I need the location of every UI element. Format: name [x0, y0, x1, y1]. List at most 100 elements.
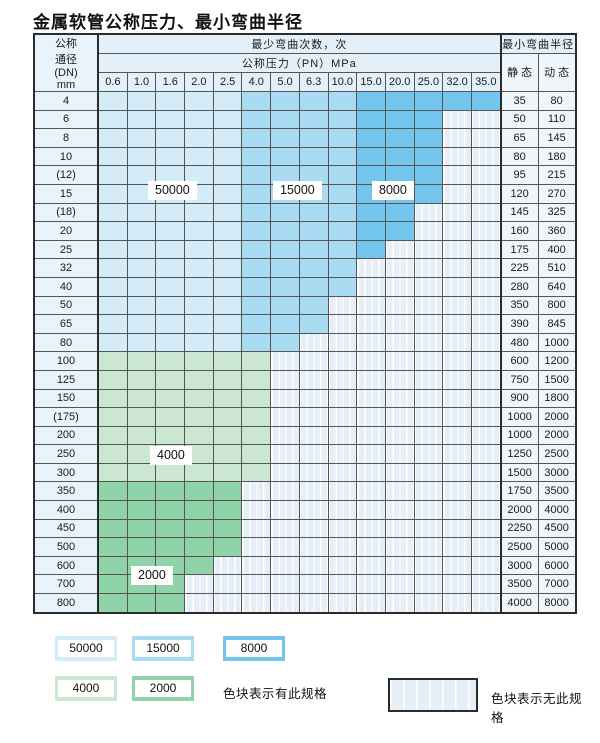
cycle-cell-6.3 [298, 276, 329, 297]
cycle-cell-2.0 [184, 295, 214, 316]
table-head: 公称 通径 (DN) mm 最少弯曲次数，次 最小弯曲半径 公称压力（PN）MP… [33, 33, 577, 93]
cycle-cell-5.0 [270, 314, 300, 334]
cycle-cell-1.0 [126, 314, 157, 334]
cycle-cell-2.0 [184, 239, 214, 260]
cycle-cell-25.0 [413, 593, 444, 614]
cycle-cell-35.0 [470, 146, 502, 167]
legend-swatch-4000: 4000 [55, 676, 117, 701]
cycle-cell-4.0 [241, 518, 272, 539]
cycle-cell-1.0 [126, 146, 157, 167]
cycle-cell-1.0 [126, 128, 157, 148]
cycle-cell-2.0 [184, 109, 214, 130]
cycle-cell-20.0 [384, 444, 415, 464]
radius-dynamic-cell: 325 [537, 202, 577, 223]
legend-has-spec-note: 色块表示有此规格 [223, 687, 328, 701]
cycle-cell-25.0 [413, 369, 444, 390]
cycle-cell-6.3 [298, 369, 329, 390]
cycle-cell-20.0 [384, 462, 415, 483]
dn-value-cell: 400 [33, 500, 99, 520]
table-row: 50 350 800 [33, 295, 577, 316]
cycle-cell-2.0 [184, 202, 214, 223]
cycle-cell-0.6 [96, 425, 128, 446]
header-row-pressures: 0.6 1.0 1.6 2.0 2.5 4.0 5.0 6.3 10.0 15.0 20.0 25.0… [34, 72, 576, 92]
radius-static-cell: 145 [499, 202, 539, 223]
radius-dynamic-cell: 6000 [537, 555, 577, 576]
dn-value-cell: 150 [33, 388, 99, 409]
cycles-callout-15000: 15000 [273, 181, 322, 200]
cycle-cell-15.0 [356, 314, 386, 334]
cycle-cell-10.0 [327, 425, 358, 446]
radius-static-cell: 3000 [499, 555, 539, 576]
cycle-cell-6.3 [298, 481, 329, 502]
cycle-cell-20.0 [384, 239, 415, 260]
cycle-cell-4.0 [241, 537, 272, 557]
cycle-cell-32.0 [442, 500, 472, 520]
radius-dynamic-cell: 80 [537, 91, 577, 111]
dn-value-cell: 100 [33, 351, 99, 371]
cycle-cell-4.0 [241, 91, 272, 111]
cycle-cell-25.0 [413, 388, 444, 409]
pressure-header-35.0: 35.0 [470, 72, 502, 92]
cycle-cell-1.6 [155, 314, 186, 334]
cycle-cell-5.0 [270, 518, 300, 539]
cycle-cell-15.0 [356, 574, 386, 595]
radius-dynamic-header: 动 态 [537, 52, 577, 93]
radius-static-cell: 80 [499, 146, 539, 167]
radius-static-cell: 390 [499, 314, 539, 334]
cycle-cell-15.0 [356, 481, 386, 502]
cycle-cell-20.0 [384, 574, 415, 595]
cycle-cell-32.0 [442, 276, 472, 297]
cycle-cell-15.0 [356, 276, 386, 297]
radius-static-cell: 3500 [499, 574, 539, 595]
cycle-cell-4.0 [241, 239, 272, 260]
cycle-cell-5.0 [270, 407, 300, 427]
cycle-cell-6.3 [298, 239, 329, 260]
cycle-cell-10.0 [327, 388, 358, 409]
cycle-cell-5.0 [270, 258, 300, 278]
cycle-cell-20.0 [384, 295, 415, 316]
cycle-cell-4.0 [241, 500, 272, 520]
dn-value-cell: 250 [33, 444, 99, 464]
cycle-cell-35.0 [470, 481, 502, 502]
cycle-cell-10.0 [327, 518, 358, 539]
cycle-cell-20.0 [384, 332, 415, 353]
cycle-cell-1.6 [155, 351, 186, 371]
pressure-header-4.0: 4.0 [241, 72, 272, 92]
cycle-cell-35.0 [470, 295, 502, 316]
cycle-cell-10.0 [327, 128, 358, 148]
cycle-cell-32.0 [442, 202, 472, 223]
table-row: 32 225 510 [33, 258, 577, 278]
pressure-header-25.0: 25.0 [413, 72, 444, 92]
cycle-cell-0.6 [96, 91, 128, 111]
spec-table: 公称 通径 (DN) mm 最少弯曲次数，次 最小弯曲半径 公称压力（PN）MP… [33, 33, 577, 614]
pressure-header-0.6: 0.6 [96, 72, 128, 92]
dn-value-cell: 80 [33, 332, 99, 353]
cycle-cell-32.0 [442, 518, 472, 539]
legend-swatch-label: 4000 [58, 680, 114, 697]
cycle-cell-5.0 [270, 202, 300, 223]
cycle-cell-1.0 [126, 221, 157, 241]
table-row: 4 35 80 [33, 91, 577, 111]
cycle-cell-6.3 [298, 351, 329, 371]
cycle-cell-15.0 [356, 425, 386, 446]
cycle-cell-6.3 [298, 165, 329, 185]
cycle-cell-2.0 [184, 146, 214, 167]
cycle-cell-25.0 [413, 444, 444, 464]
cycle-cell-0.6 [96, 518, 128, 539]
dn-value-cell: 32 [33, 258, 99, 278]
cycle-cell-20.0 [384, 518, 415, 539]
cycle-cell-6.3 [298, 388, 329, 409]
cycle-cell-0.6 [96, 574, 128, 595]
radius-dynamic-cell: 2000 [537, 407, 577, 427]
cycle-cell-32.0 [442, 574, 472, 595]
cycle-cell-2.5 [212, 369, 243, 390]
cycle-cell-5.0 [270, 351, 300, 371]
cycle-cell-15.0 [356, 369, 386, 390]
radius-static-cell: 160 [499, 221, 539, 241]
cycle-cell-0.6 [96, 462, 128, 483]
cycle-cell-6.3 [298, 574, 329, 595]
radius-static-cell: 900 [499, 388, 539, 409]
cycle-cell-1.0 [126, 462, 157, 483]
cycle-cell-6.3 [298, 518, 329, 539]
